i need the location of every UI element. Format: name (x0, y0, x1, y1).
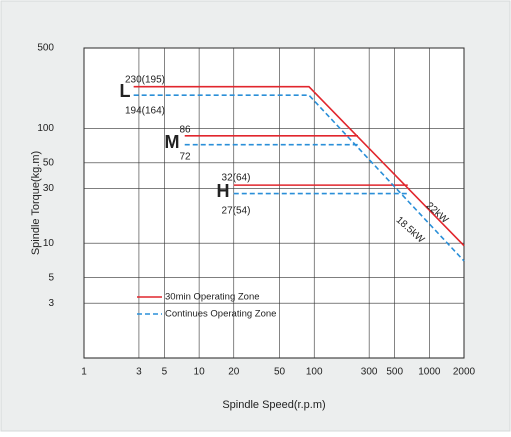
x-axis-label: Spindle Speed(r.p.m) (222, 399, 325, 411)
y-axis-label: Spindle Torque(kg.m) (30, 151, 42, 255)
annotation: L (120, 81, 131, 101)
series-line (133, 94, 465, 262)
annotation: 32(64) (222, 173, 251, 184)
x-tick-label: 300 (361, 367, 378, 378)
annotation: 194(164) (125, 106, 165, 117)
x-tick-label: 50 (274, 367, 286, 378)
x-tick-label: 500 (386, 367, 403, 378)
y-tick-label: 100 (37, 123, 54, 134)
y-tick-label: 50 (43, 157, 55, 168)
x-tick-label: 3 (136, 367, 142, 378)
annotation: 86 (179, 125, 191, 136)
annotation: 230(195) (125, 75, 165, 86)
legend-label: Continues Operating Zone (165, 309, 276, 320)
legend-label: 30min Operating Zone (165, 292, 260, 303)
y-tick-label: 5 (48, 272, 54, 283)
annotation: 27(54) (222, 206, 251, 217)
y-tick-label: 3 (48, 298, 54, 309)
annotation: H (217, 181, 230, 201)
x-tick-label: 20 (228, 367, 240, 378)
x-tick-label: 1 (81, 367, 87, 378)
x-tick-label: 1000 (418, 367, 441, 378)
y-tick-label: 30 (43, 183, 55, 194)
x-tick-label: 5 (162, 367, 168, 378)
annotation: M (165, 132, 180, 152)
series-line (133, 85, 465, 247)
plot-area (83, 47, 465, 359)
x-tick-label: 10 (194, 367, 206, 378)
annotation: 72 (179, 152, 191, 163)
x-tick-label: 2000 (453, 367, 476, 378)
x-tick-label: 100 (306, 367, 323, 378)
y-tick-label: 500 (37, 43, 54, 54)
y-tick-label: 10 (43, 238, 55, 249)
